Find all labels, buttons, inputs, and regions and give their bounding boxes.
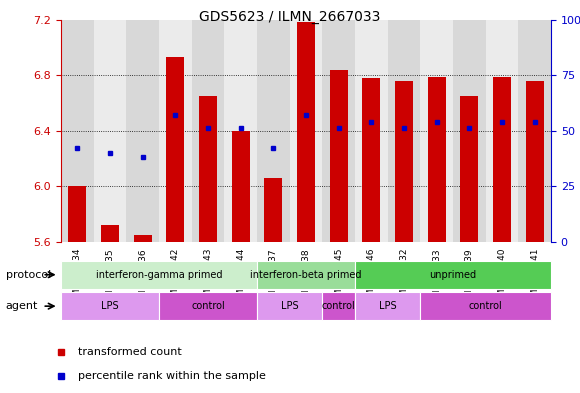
Bar: [93, 20, 126, 242]
Bar: [61, 261, 257, 289]
Text: control: control: [191, 301, 225, 311]
Bar: [420, 20, 453, 242]
Bar: [329, 70, 347, 242]
Bar: [191, 20, 224, 242]
Text: control: control: [322, 301, 356, 311]
Bar: [166, 57, 184, 242]
Bar: [427, 77, 445, 242]
Bar: [322, 20, 355, 242]
Bar: [362, 78, 380, 242]
Bar: [420, 292, 551, 320]
Bar: [224, 20, 257, 242]
Text: GDS5623 / ILMN_2667033: GDS5623 / ILMN_2667033: [200, 10, 380, 24]
Text: percentile rank within the sample: percentile rank within the sample: [78, 371, 266, 381]
Bar: [395, 81, 413, 242]
Bar: [68, 186, 86, 242]
Text: transformed count: transformed count: [78, 347, 182, 357]
Bar: [101, 225, 119, 242]
Bar: [257, 292, 322, 320]
Text: control: control: [469, 301, 502, 311]
Bar: [61, 292, 159, 320]
Text: interferon-beta primed: interferon-beta primed: [250, 270, 362, 280]
Text: agent: agent: [6, 301, 38, 311]
Bar: [493, 77, 511, 242]
Bar: [485, 20, 519, 242]
Bar: [525, 81, 543, 242]
Bar: [387, 20, 420, 242]
Bar: [453, 20, 485, 242]
Bar: [231, 130, 249, 242]
Text: LPS: LPS: [379, 301, 397, 311]
Bar: [199, 96, 217, 242]
Bar: [355, 292, 420, 320]
Bar: [297, 22, 315, 242]
Bar: [355, 261, 551, 289]
Bar: [126, 20, 159, 242]
Bar: [461, 96, 478, 242]
Text: unprimed: unprimed: [429, 270, 477, 280]
Text: LPS: LPS: [101, 301, 119, 311]
Bar: [159, 292, 257, 320]
Bar: [355, 20, 387, 242]
Bar: [289, 20, 322, 242]
Bar: [61, 20, 93, 242]
Bar: [322, 292, 355, 320]
Bar: [264, 178, 282, 242]
Bar: [133, 235, 151, 242]
Bar: [159, 20, 191, 242]
Text: protocol: protocol: [6, 270, 51, 280]
Bar: [257, 20, 289, 242]
Bar: [519, 20, 551, 242]
Text: LPS: LPS: [281, 301, 299, 311]
Text: interferon-gamma primed: interferon-gamma primed: [96, 270, 222, 280]
Bar: [257, 261, 355, 289]
